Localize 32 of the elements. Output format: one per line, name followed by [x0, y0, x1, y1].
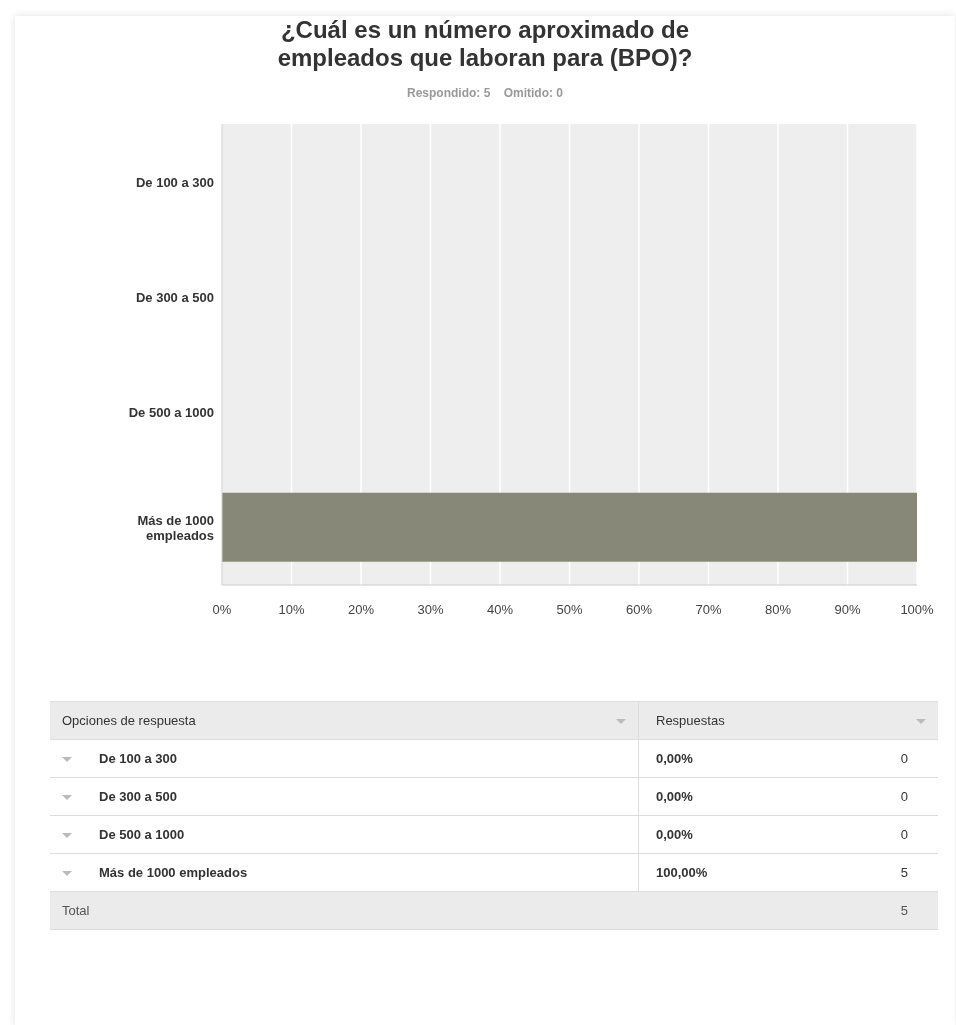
x-tick-label: 10% — [278, 602, 305, 618]
chart-subtitle: Respondido: 5 Omitido: 0 — [406, 86, 564, 100]
x-tick-label: 70% — [695, 602, 722, 618]
y-tick-label: De 500 a 1000 — [128, 404, 214, 420]
text: Opciones de respuesta — [62, 713, 196, 728]
x-tick-label: 0% — [212, 602, 232, 618]
data-label: 5 — [836, 853, 938, 892]
category-label: De 500 a 1000 — [99, 827, 185, 842]
x-tick-label: 60% — [625, 602, 653, 618]
text: 0,00% — [656, 751, 693, 766]
data-label: 0 — [836, 777, 938, 816]
category-label: De 100 a 300 — [99, 751, 178, 766]
data-label: 0 — [836, 815, 938, 854]
x-tick-label: 80% — [764, 602, 792, 618]
y-tick-label: De 300 a 500 — [135, 289, 214, 305]
text: 100,00% — [656, 865, 708, 880]
x-tick-label: 30% — [417, 602, 444, 618]
text: Total — [50, 891, 836, 930]
text: 0,00% — [656, 789, 693, 804]
category-label: De 300 a 500 — [99, 789, 178, 804]
data-label: 0 — [836, 739, 938, 778]
y-tick-label: De 100 a 300 — [135, 174, 214, 190]
chart-title: ¿Cuál es un número aproximado de empleados que laboran para (BPO)? — [276, 16, 694, 72]
text: Respuestas — [656, 713, 725, 728]
x-tick-label: 20% — [347, 602, 375, 618]
y-tick-label: Más de 1000 empleados — [137, 512, 214, 543]
x-tick-label: 40% — [486, 602, 514, 618]
x-tick-label: 50% — [556, 602, 583, 618]
x-tick-label: 100% — [900, 602, 935, 618]
x-tick-label: 90% — [834, 602, 861, 618]
text: 5 — [900, 903, 908, 918]
text: 0,00% — [656, 827, 693, 842]
